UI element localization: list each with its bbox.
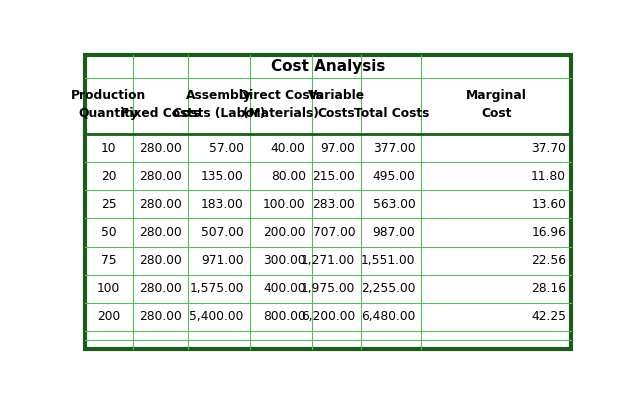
Text: Cost: Cost [481,107,512,120]
Text: 971.00: 971.00 [201,254,244,267]
Text: 280.00: 280.00 [140,170,182,183]
Text: 400.00: 400.00 [263,282,306,295]
Text: 280.00: 280.00 [140,254,182,267]
Text: Fixed Costs: Fixed Costs [121,107,200,120]
Text: 563.00: 563.00 [372,198,415,211]
Text: Quantity: Quantity [79,107,138,120]
Text: Costs: Costs [317,107,355,120]
Text: 6,480.00: 6,480.00 [361,310,415,324]
Text: 300.00: 300.00 [263,254,306,267]
Text: 40.00: 40.00 [271,142,306,154]
Text: Variable: Variable [308,89,365,102]
Text: 100.00: 100.00 [263,198,306,211]
Text: 280.00: 280.00 [140,282,182,295]
Text: 183.00: 183.00 [201,198,244,211]
Text: 495.00: 495.00 [372,170,415,183]
Text: 50: 50 [100,226,116,239]
Text: Total Costs: Total Costs [353,107,429,120]
Text: 200: 200 [97,310,120,324]
Text: 377.00: 377.00 [372,142,415,154]
Text: 28.16: 28.16 [531,282,566,295]
Text: 16.96: 16.96 [531,226,566,239]
Text: 25: 25 [100,198,116,211]
Text: 1,975.00: 1,975.00 [301,282,355,295]
Text: 280.00: 280.00 [140,198,182,211]
Text: 42.25: 42.25 [531,310,566,324]
Text: 707.00: 707.00 [313,226,355,239]
Text: 135.00: 135.00 [201,170,244,183]
Text: 22.56: 22.56 [531,254,566,267]
Text: 20: 20 [100,170,116,183]
Text: Direct Costs: Direct Costs [239,89,323,102]
Text: Marginal: Marginal [466,89,527,102]
Text: 507.00: 507.00 [201,226,244,239]
Text: 37.70: 37.70 [531,142,566,154]
Text: 57.00: 57.00 [209,142,244,154]
Text: 800.00: 800.00 [263,310,306,324]
Text: (Materials): (Materials) [243,107,319,120]
Text: 1,551.00: 1,551.00 [361,254,415,267]
Text: 80.00: 80.00 [271,170,306,183]
Text: 280.00: 280.00 [140,142,182,154]
Text: 215.00: 215.00 [312,170,355,183]
Text: Assembly: Assembly [186,89,252,102]
Text: 13.60: 13.60 [531,198,566,211]
Text: 5,400.00: 5,400.00 [189,310,244,324]
Text: 280.00: 280.00 [140,310,182,324]
Text: 2,255.00: 2,255.00 [361,282,415,295]
Text: 6,200.00: 6,200.00 [301,310,355,324]
Text: Cost Analysis: Cost Analysis [271,59,385,74]
Text: 283.00: 283.00 [312,198,355,211]
Text: 987.00: 987.00 [372,226,415,239]
Text: 280.00: 280.00 [140,226,182,239]
Text: 75: 75 [100,254,116,267]
Text: Production: Production [71,89,146,102]
Text: 11.80: 11.80 [531,170,566,183]
Text: 10: 10 [100,142,116,154]
Text: 100: 100 [97,282,120,295]
Text: 1,575.00: 1,575.00 [189,282,244,295]
Text: Costs (Labor): Costs (Labor) [173,107,265,120]
Text: 97.00: 97.00 [321,142,355,154]
Text: 1,271.00: 1,271.00 [301,254,355,267]
Text: 200.00: 200.00 [263,226,306,239]
